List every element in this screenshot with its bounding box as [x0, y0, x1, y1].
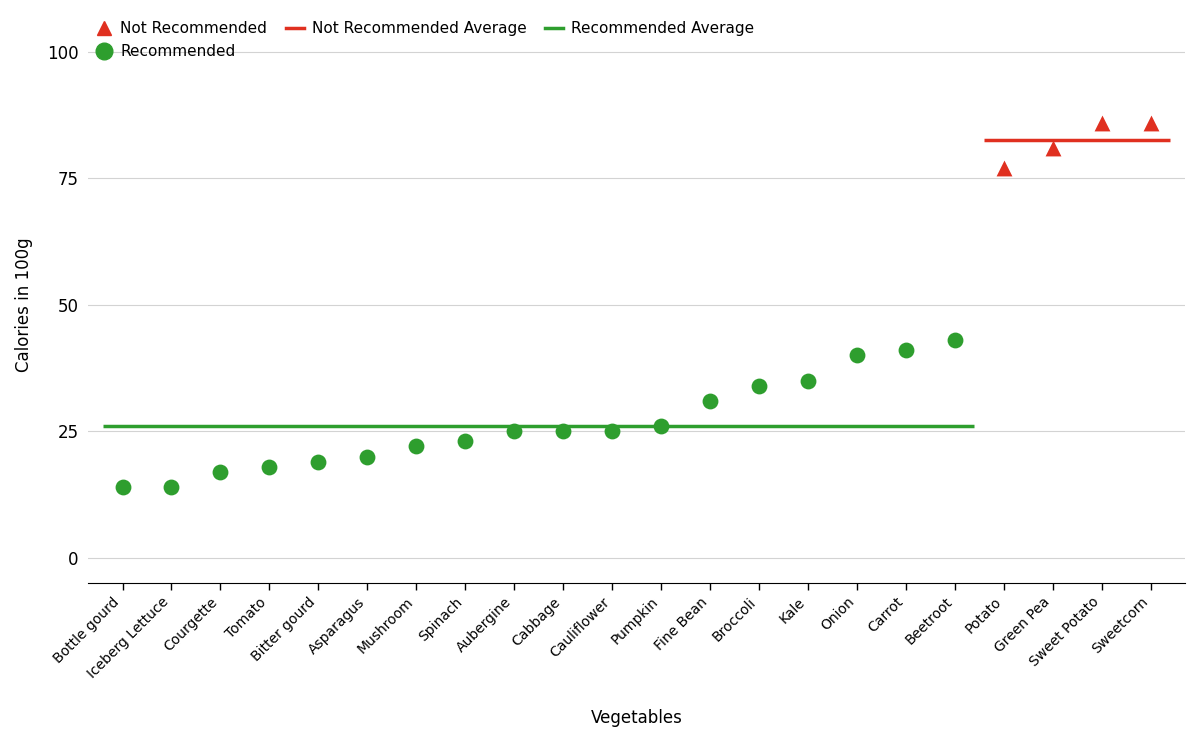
- Point: [896, 344, 916, 356]
- Legend: Not Recommended, Recommended, Not Recommended Average, Recommended Average: Not Recommended, Recommended, Not Recomm…: [89, 16, 760, 65]
- Y-axis label: Calories in 100g: Calories in 100g: [14, 237, 34, 372]
- Point: [1141, 116, 1160, 128]
- Point: [211, 466, 230, 478]
- Point: [553, 425, 572, 437]
- Point: [259, 461, 278, 473]
- X-axis label: Vegetables: Vegetables: [590, 709, 683, 727]
- Point: [995, 162, 1014, 174]
- Point: [1092, 116, 1111, 128]
- Point: [456, 436, 475, 447]
- Point: [407, 441, 426, 453]
- Point: [602, 425, 622, 437]
- Point: [701, 395, 720, 407]
- Point: [162, 481, 181, 493]
- Point: [308, 456, 328, 467]
- Point: [1043, 142, 1062, 154]
- Point: [113, 481, 132, 493]
- Point: [847, 349, 866, 361]
- Point: [750, 380, 769, 392]
- Point: [652, 420, 671, 432]
- Point: [358, 450, 377, 462]
- Point: [505, 425, 524, 437]
- Point: [946, 334, 965, 346]
- Point: [798, 375, 817, 387]
